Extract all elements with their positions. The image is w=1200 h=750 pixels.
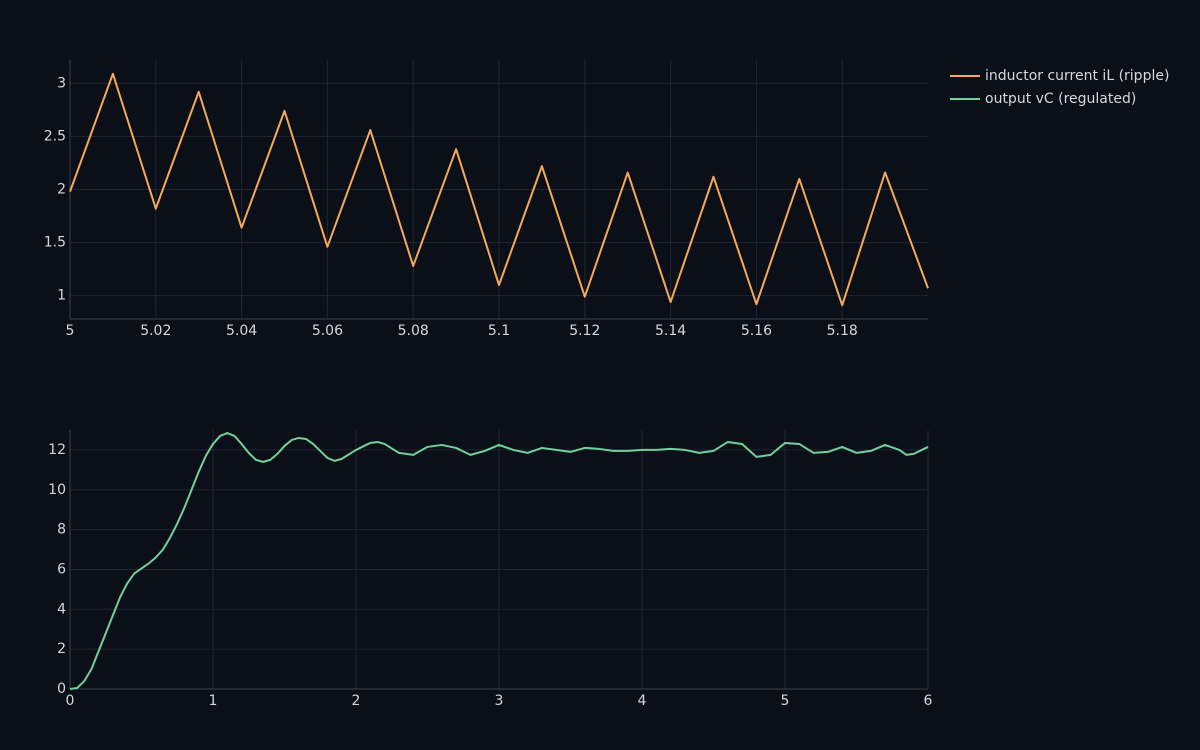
y-tick-label: 12 [48,442,66,458]
x-tick-label: 3 [495,693,504,709]
x-tick-label: 6 [924,693,933,709]
x-tick-label: 0 [66,693,75,709]
y-tick-label: 4 [57,601,66,617]
x-tick-label: 2 [352,693,361,709]
x-tick-label: 5 [781,693,790,709]
legend-label: inductor current iL (ripple) [985,68,1169,84]
x-tick-label: 5.14 [655,323,686,339]
x-tick-label: 5.02 [140,323,171,339]
y-tick-label: 6 [57,561,66,577]
y-tick-label: 2.5 [44,128,66,144]
y-tick-label: 2 [57,641,66,657]
x-tick-label: 5.08 [398,323,429,339]
x-tick-label: 5.12 [569,323,600,339]
x-tick-label: 5.18 [827,323,858,339]
series-line [69,72,929,307]
y-tick-label: 2 [57,182,66,198]
x-tick-label: 5.04 [226,323,257,339]
y-tick-label: 1.5 [44,235,66,251]
x-tick-label: 1 [209,693,218,709]
x-tick-label: 5.1 [488,323,510,339]
legend-label: output vC (regulated) [985,91,1136,107]
y-tick-label: 1 [57,288,66,304]
y-tick-label: 8 [57,522,66,538]
y-tick-label: 10 [48,482,66,498]
x-tick-label: 4 [638,693,647,709]
y-tick-label: 0 [57,681,66,697]
x-tick-label: 5.06 [312,323,343,339]
y-tick-label: 3 [57,75,66,91]
series-line [69,431,929,690]
x-tick-label: 5.16 [741,323,772,339]
x-tick-label: 5 [66,323,75,339]
